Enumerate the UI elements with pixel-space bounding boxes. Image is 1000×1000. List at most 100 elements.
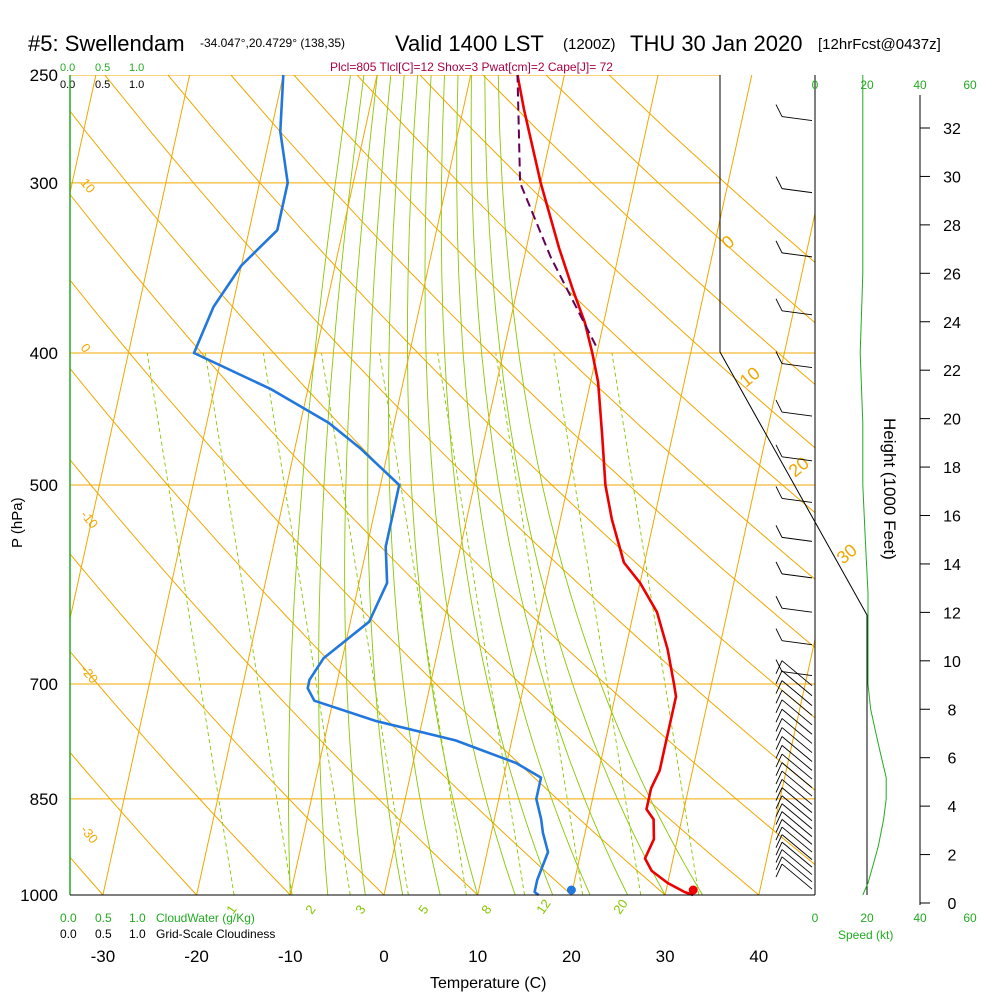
height-boundary-line — [719, 75, 868, 616]
speed-tick-label: 40 — [913, 78, 927, 92]
dewpoint-profile-line — [192, 74, 550, 897]
pressure-tick-label: 850 — [30, 790, 58, 809]
wind-barb-feather — [775, 709, 783, 723]
mixing-ratio-line — [553, 352, 642, 895]
wind-barb-feather — [775, 795, 783, 809]
wind-barb — [781, 762, 813, 788]
wind-barb — [781, 116, 813, 121]
cloudiness-label: Grid-Scale Cloudiness — [156, 927, 275, 941]
valid-time: Valid 1400 LST — [395, 31, 544, 56]
wind-barb — [781, 753, 813, 780]
wind-barb — [781, 699, 813, 726]
dry-adiabat-line — [70, 279, 666, 895]
speed-tick-label: 20 — [860, 78, 874, 92]
cloudiness-tick: 0.0 — [60, 927, 77, 941]
y-axis-title: P (hPa) — [9, 497, 26, 548]
wind-barb — [781, 745, 813, 771]
height-tick-label: 26 — [943, 266, 961, 283]
wind-speed-line — [859, 75, 887, 896]
wind-barb — [781, 498, 813, 503]
wind-barb — [781, 826, 813, 853]
mixing-ratio-label: 2 — [302, 902, 318, 917]
dry-adiabat-line — [70, 553, 385, 895]
speed-tick-label: 60 — [963, 78, 977, 92]
cloudiness-tick: 1.0 — [129, 927, 146, 941]
wind-barb-feather — [775, 762, 783, 776]
pressure-tick-label: 400 — [30, 344, 58, 363]
wind-barb-feather — [775, 659, 783, 672]
height-tick-label: 4 — [948, 799, 957, 816]
wind-barb — [781, 736, 813, 762]
valid-date: THU 30 Jan 2020 — [630, 31, 802, 56]
cloudiness-tick: 0.5 — [95, 927, 112, 941]
station-coords: -34.047°,20.4729° (138,35) — [200, 36, 345, 50]
cloudwater-tick: 0.5 — [95, 62, 110, 74]
temperature-profile-line — [516, 74, 694, 897]
mixing-ratio-line — [611, 352, 700, 895]
dry-adiabat-line — [356, 75, 815, 514]
height-tick-label: 20 — [943, 412, 961, 429]
dry-adiabat-line — [293, 75, 815, 580]
valid-utc: (1200Z) — [563, 36, 616, 53]
wind-barb — [781, 811, 813, 837]
mixing-ratio-line — [495, 352, 584, 895]
temperature-tick-label: 40 — [749, 947, 768, 966]
wind-barb-feather — [775, 841, 783, 856]
wind-barb — [781, 819, 813, 845]
wind-barb-feather — [775, 699, 783, 714]
wind-barb — [781, 718, 813, 744]
wind-barb-feather — [775, 863, 783, 878]
cloud-scale-top: 0.0 0.5 1.0 0.0 0.5 1.0 — [60, 62, 144, 91]
dry-adiabat-line — [230, 75, 815, 649]
height-tick-label: 2 — [948, 848, 957, 865]
wind-barb — [781, 689, 813, 716]
height-tick-label: 16 — [943, 509, 961, 526]
wind-barb — [781, 795, 813, 822]
mixing-ratio-line — [379, 352, 467, 895]
wind-barb — [781, 834, 813, 861]
cloudiness-tick: 0.0 — [60, 79, 75, 91]
wind-barb — [781, 252, 813, 258]
temperature-tick-label: 10 — [468, 947, 487, 966]
cloudwater-tick: 1.0 — [129, 62, 144, 74]
dry-adiabat-line — [70, 367, 572, 895]
wind-barb-feather — [775, 628, 783, 641]
height-tick-label: 0 — [948, 896, 957, 913]
moist-adiabat-line — [456, 75, 591, 895]
height-tick-label: 8 — [948, 702, 957, 719]
sounding-profiles — [192, 74, 698, 897]
dry-adiabat-line — [0, 75, 9, 895]
speed-tick-label: 40 — [913, 911, 927, 925]
parcel-profile-line — [516, 74, 597, 347]
wind-barb — [781, 787, 813, 813]
wind-barb-feather — [775, 753, 783, 768]
wind-barb-feather — [775, 819, 783, 833]
isotherm-label: 10 — [78, 175, 99, 196]
temperature-tick-label: -10 — [278, 947, 303, 966]
pressure-tick-label: 250 — [30, 66, 58, 85]
moist-adiabat-line — [388, 75, 441, 895]
wind-barb-feather — [775, 240, 783, 254]
stability-indices: Plcl=805 Tlcl[C]=12 Shox=3 Pwat[cm]=2 Ca… — [330, 60, 613, 74]
cloudwater-tick: 0.0 — [60, 62, 75, 74]
wind-barb-feather — [775, 856, 783, 871]
surface-temperature-marker — [688, 885, 698, 895]
wind-barb-feather — [775, 779, 783, 793]
wind-barb-feather — [775, 670, 783, 684]
isotherm-line — [0, 75, 2, 895]
cloudwater-tick: 0.5 — [95, 911, 112, 925]
wind-barb-feather — [775, 399, 783, 413]
mixing-ratio-label: 12 — [533, 896, 554, 916]
dry-adiabat-label: 0 — [718, 231, 739, 253]
wind-barb-feather — [775, 486, 783, 499]
mixing-ratio-line — [262, 352, 351, 895]
wind-barb — [781, 670, 813, 697]
isotherm-line — [853, 75, 1000, 895]
wind-barb — [781, 770, 813, 797]
temperature-tick-label: -20 — [184, 947, 209, 966]
wind-barb-feather — [775, 104, 783, 117]
dry-adiabats — [0, 75, 815, 895]
dry-adiabat-line — [70, 751, 197, 895]
dry-adiabat-line — [419, 75, 815, 449]
